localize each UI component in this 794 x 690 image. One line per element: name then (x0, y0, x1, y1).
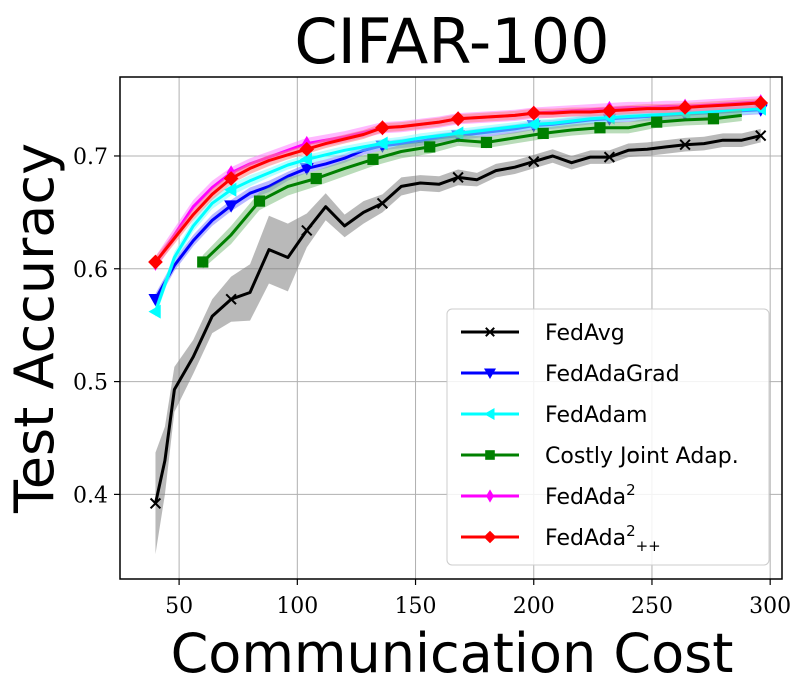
data-point (537, 127, 549, 140)
series-line (154, 134, 762, 504)
legend-entry: FedAda2 (461, 481, 636, 510)
data-point (452, 171, 464, 184)
y-axis-label: Test Accuracy (3, 143, 66, 514)
data-point (424, 141, 436, 153)
data-point (526, 105, 542, 121)
x-tick-label: 300 (749, 594, 791, 619)
legend-swatch-marker (485, 450, 495, 460)
x-axis-label: Communication Cost (171, 622, 734, 685)
series-3 (197, 109, 742, 269)
data-point (223, 171, 239, 186)
data-point (651, 116, 663, 128)
legend-swatch-marker (484, 368, 496, 379)
x-tick-label: 200 (513, 594, 555, 619)
data-point (603, 151, 616, 163)
data-point (528, 155, 540, 168)
data-point (679, 139, 691, 151)
data-point (299, 152, 313, 167)
data-point (197, 256, 209, 268)
plot-area (148, 94, 769, 555)
series-band (155, 128, 761, 555)
plot-frame (119, 76, 783, 580)
x-tick-label: 250 (631, 594, 673, 619)
legend-box (446, 308, 770, 566)
x-tick-label: 100 (276, 594, 318, 619)
legend: FedAvg FedAdaGrad FedAdam Costly Joint Adap… (446, 308, 770, 566)
chart-title: CIFAR-100 (294, 5, 609, 78)
series-5 (148, 95, 769, 270)
data-point (594, 122, 606, 134)
data-point (149, 497, 162, 510)
data-point (376, 197, 389, 209)
legend-label: FedAda2++ (545, 522, 661, 555)
legend-entry: Costly Joint Adap. (461, 444, 739, 469)
y-tick-label: 0.6 (73, 258, 108, 283)
data-point (375, 120, 390, 136)
axis-ticks: 50 100 150 200 250 300 0.4 0.5 0.6 0.7 (73, 145, 791, 619)
legend-label: FedAvg (545, 321, 625, 346)
y-tick-label: 0.5 (73, 371, 108, 396)
data-point (299, 141, 315, 157)
data-point (225, 293, 237, 305)
legend-label: FedAda2 (545, 481, 636, 510)
data-point (310, 172, 322, 185)
data-point (299, 163, 314, 176)
data-point (367, 153, 379, 165)
legend-entry: FedAda2++ (461, 522, 661, 555)
data-point (753, 95, 769, 111)
y-tick-label: 0.7 (73, 145, 108, 170)
legend-entry: FedAdam (461, 403, 648, 428)
legend-label: FedAdam (545, 403, 648, 428)
data-point (301, 224, 313, 237)
legend-swatch-marker (485, 327, 495, 337)
series-0 (149, 128, 767, 555)
legend-swatch-marker (486, 489, 494, 503)
legend-entry: FedAdaGrad (461, 362, 680, 387)
legend-label: Costly Joint Adap. (545, 444, 739, 469)
y-tick-label: 0.4 (73, 483, 108, 508)
series-2 (148, 101, 766, 319)
legend-label: FedAdaGrad (545, 362, 680, 387)
x-tick-label: 150 (395, 594, 437, 619)
data-point (480, 136, 493, 149)
data-point (526, 117, 539, 132)
data-point (677, 100, 693, 115)
legend-entry: FedAvg (461, 321, 625, 346)
data-point (602, 103, 617, 119)
x-tick-label: 50 (165, 594, 193, 619)
data-point (755, 130, 767, 142)
legend-swatch-marker (484, 408, 495, 420)
data-point (375, 136, 388, 151)
data-point (224, 200, 239, 213)
data-point (148, 304, 161, 319)
data-point (224, 182, 237, 197)
data-point (148, 254, 163, 270)
data-point (707, 113, 720, 125)
data-point (450, 111, 466, 127)
data-point (253, 195, 266, 207)
legend-swatch-marker (483, 530, 497, 544)
